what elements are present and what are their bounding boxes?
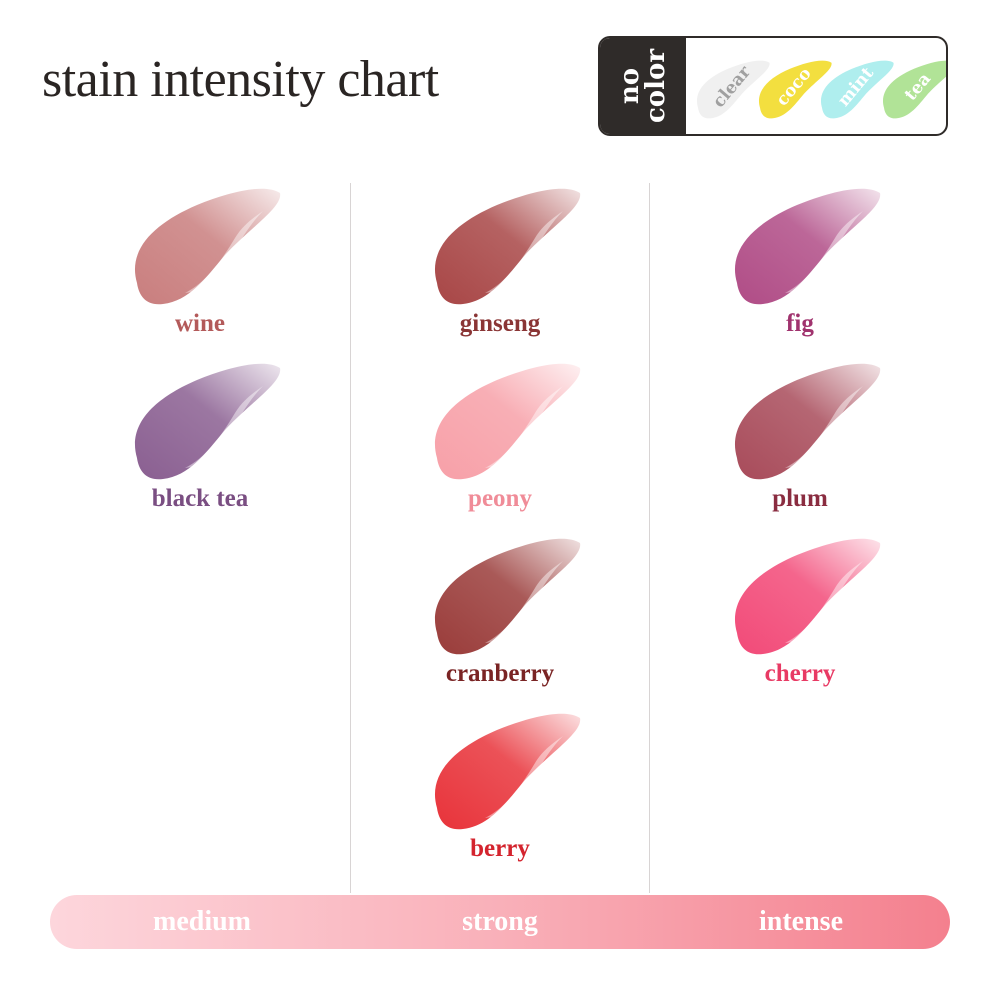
swatch-berry: [425, 708, 585, 833]
legend-heading: no color: [615, 48, 671, 124]
swatch-label: cranberry: [445, 660, 555, 687]
swatch-label: wine: [175, 310, 225, 337]
legend-swatch-mint: mint: [816, 50, 896, 128]
swatch-shape: [882, 60, 946, 119]
column-divider: [350, 183, 351, 893]
scale-label-strong: strong: [462, 906, 538, 937]
swatch-cherry: [725, 533, 885, 658]
page-title: stain intensity chart: [42, 51, 439, 108]
swatch-plum: [725, 358, 885, 483]
scale-label-intense: intense: [759, 906, 843, 937]
legend-swatch-coco: coco: [754, 50, 834, 128]
legend-swatch-clear: clear: [692, 50, 772, 128]
swatch-label: berry: [470, 835, 530, 862]
no-color-legend: no color clear coco mint tea: [598, 36, 948, 136]
swatch-label: peony: [468, 485, 532, 512]
legend-swatch-tea: tea: [878, 50, 946, 128]
swatch-shape: [820, 60, 894, 119]
swatch-label: fig: [786, 310, 814, 337]
swatch-shape: [696, 60, 770, 119]
swatch-label: cherry: [764, 660, 836, 687]
swatch-label: black tea: [151, 485, 249, 512]
scale-label-medium: medium: [153, 906, 251, 937]
swatch-cranberry: [425, 533, 585, 658]
legend-heading-box: no color: [600, 38, 686, 134]
column-divider: [649, 183, 650, 893]
swatch-shape: [758, 60, 832, 119]
swatch-ginseng: [425, 183, 585, 308]
swatch-peony: [425, 358, 585, 483]
swatch-black-tea: [125, 358, 285, 483]
swatch-wine: [125, 183, 285, 308]
swatch-label: plum: [772, 485, 828, 512]
swatch-label: ginseng: [459, 310, 541, 337]
swatch-fig: [725, 183, 885, 308]
intensity-scale-bar: medium strong intense: [50, 895, 950, 949]
